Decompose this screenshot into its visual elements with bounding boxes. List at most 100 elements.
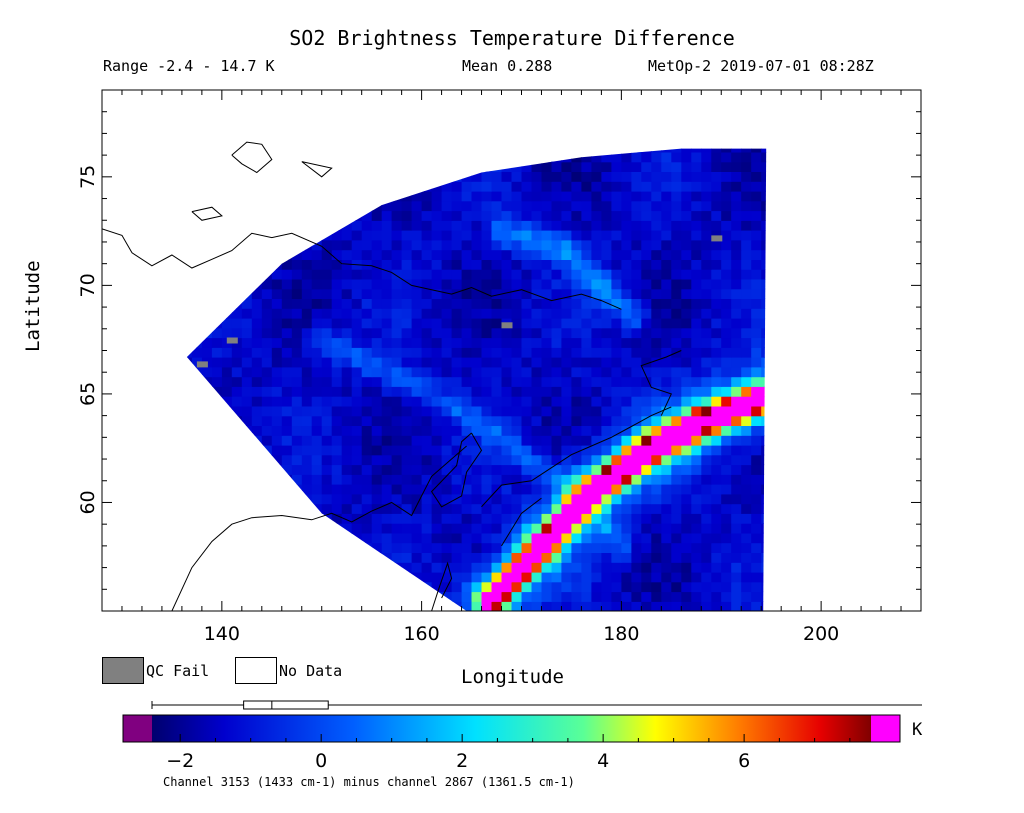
heat-cell [321, 327, 333, 339]
heat-cell [521, 171, 533, 182]
heat-cell [581, 435, 592, 446]
heat-cell [191, 454, 203, 466]
heat-cell [191, 239, 203, 251]
heat-cell [186, 317, 193, 329]
heat-cell [611, 230, 622, 241]
heat-cell [372, 132, 383, 142]
heat-cell [331, 308, 343, 319]
heat-cell [301, 396, 313, 407]
heat-cell [231, 347, 243, 358]
heat-cell [411, 464, 423, 475]
heat-cell [401, 552, 413, 563]
heat-cell [472, 132, 483, 142]
heat-cell [331, 181, 343, 192]
heat-cell [651, 298, 662, 309]
heat-cell [371, 288, 383, 299]
heat-cell [431, 288, 443, 299]
heat-cell [731, 190, 742, 202]
heat-cell [261, 435, 273, 446]
heat-cell [571, 542, 582, 553]
heat-cell [491, 259, 503, 270]
heat-cell [186, 171, 193, 182]
heat-cell [711, 239, 722, 251]
heat-cell [381, 148, 393, 153]
heat-cell [371, 601, 383, 611]
heat-cell [291, 220, 303, 231]
heat-cell [711, 190, 722, 202]
heat-cell [641, 591, 652, 602]
heat-cell [571, 327, 582, 339]
heat-cell [761, 503, 767, 514]
heat-cell [271, 210, 283, 221]
heat-cell [561, 474, 572, 485]
heat-cell [471, 347, 483, 358]
heat-cell [731, 230, 742, 241]
heat-cell [471, 571, 483, 583]
heat-cell [661, 503, 672, 514]
heat-cell [751, 151, 762, 163]
heat-cell [571, 435, 582, 446]
heat-cell [641, 581, 652, 593]
heat-cell [331, 591, 343, 602]
heat-cell [571, 288, 582, 299]
heat-cell [601, 601, 612, 611]
heat-cell [311, 269, 323, 280]
heat-cell [261, 415, 273, 426]
heat-cell [621, 386, 632, 397]
heat-cell [701, 337, 712, 348]
heat-cell [391, 523, 403, 534]
heat-cell [251, 464, 263, 475]
heat-cell [601, 444, 612, 456]
heat-cell [361, 562, 373, 573]
heat-cell [331, 513, 343, 524]
heat-cell [681, 161, 692, 172]
heat-cell [452, 132, 463, 142]
heat-cell [271, 181, 283, 192]
heat-cell [711, 464, 722, 475]
heat-cell [531, 337, 543, 348]
heat-cell [721, 151, 732, 163]
heat-cell [561, 542, 572, 553]
heat-cell [491, 357, 503, 368]
heat-cell [431, 357, 443, 368]
heat-cell [361, 386, 373, 397]
heat-cell [492, 132, 503, 142]
heat-cell [251, 513, 263, 524]
heat-cell [601, 396, 612, 407]
heat-cell [711, 200, 722, 212]
heat-cell [721, 542, 732, 553]
heat-cell [621, 405, 632, 417]
heat-cell [591, 591, 602, 602]
heat-cell [651, 591, 662, 602]
heat-cell [741, 171, 752, 182]
heat-cell [671, 337, 682, 348]
heat-cell [172, 211, 183, 221]
heat-cell [491, 454, 503, 466]
heat-cell [551, 386, 563, 397]
heat-cell [631, 269, 642, 280]
heat-cell [601, 532, 612, 544]
heat-cell [431, 347, 443, 358]
heat-cell [541, 210, 553, 221]
heat-cell [591, 376, 602, 387]
heat-cell [231, 386, 243, 397]
heat-cell [471, 259, 483, 270]
heat-cell [611, 444, 622, 456]
heat-cell [541, 190, 553, 202]
heat-cell [461, 581, 473, 593]
heat-cell [281, 327, 293, 339]
heat-cell [241, 571, 253, 583]
heat-cell [251, 151, 263, 163]
heat-cell [751, 523, 762, 534]
heat-cell [571, 386, 582, 397]
heat-cell [691, 601, 702, 611]
heat-cell [511, 523, 523, 534]
heat-cell [251, 552, 263, 563]
heat-cell [186, 327, 193, 339]
heat-cell [451, 571, 463, 583]
heat-cell [481, 444, 493, 456]
heat-cell [281, 347, 293, 358]
heat-cell [191, 571, 203, 583]
heat-cell [481, 454, 493, 466]
heat-cell [621, 161, 632, 172]
